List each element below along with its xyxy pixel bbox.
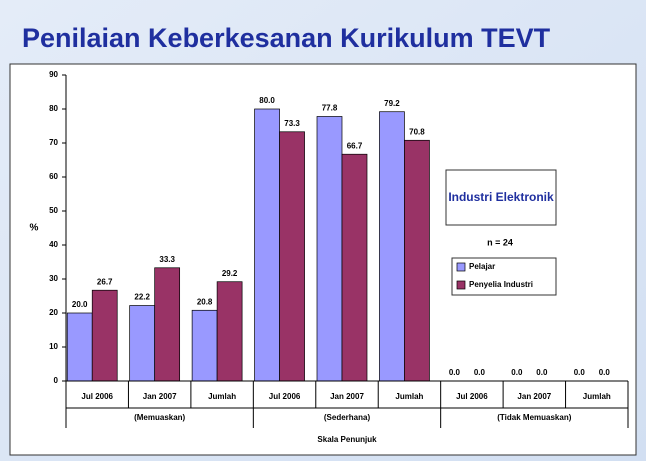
slide-title: Penilaian Keberkesanan Kurikulum TEVT: [22, 23, 551, 53]
y-tick-label: 80: [49, 104, 58, 113]
value-label: 66.7: [347, 141, 363, 150]
value-label: 73.3: [284, 119, 300, 128]
legend-label: Pelajar: [469, 262, 495, 271]
value-label: 20.0: [72, 300, 88, 309]
bar: [129, 305, 156, 382]
y-tick-label: 10: [49, 342, 58, 351]
value-label: 77.8: [322, 104, 338, 113]
y-tick-label: 50: [49, 206, 58, 215]
value-label: 0.0: [511, 368, 523, 377]
value-label: 33.3: [159, 255, 175, 264]
group-label: (Memuaskan): [134, 413, 185, 422]
bar: [66, 312, 93, 382]
legend-swatch: [456, 280, 466, 290]
group-label: (Tidak Memuaskan): [497, 413, 571, 422]
bar: [404, 139, 430, 382]
y-axis-label: %: [30, 223, 39, 234]
value-label: 80.0: [259, 96, 275, 105]
bar: [316, 116, 343, 382]
value-label: 0.0: [449, 368, 461, 377]
x-tick-label: Jumlah: [583, 392, 611, 401]
value-label: 0.0: [574, 368, 586, 377]
value-label: 79.2: [384, 99, 400, 108]
x-tick-label: Jumlah: [395, 392, 423, 401]
y-tick-label: 40: [49, 240, 58, 249]
y-tick-label: 70: [49, 138, 58, 147]
legend-box: [451, 257, 557, 296]
x-tick-label: Jul 2006: [81, 392, 113, 401]
bar: [279, 131, 305, 382]
x-tick-label: Jan 2007: [330, 392, 364, 401]
value-label: 70.8: [409, 127, 425, 136]
group-label: (Sederhana): [324, 413, 371, 422]
value-label: 0.0: [474, 368, 486, 377]
x-tick-label: Jumlah: [208, 392, 236, 401]
value-label: 20.8: [197, 297, 213, 306]
value-label: 29.2: [222, 269, 238, 278]
bar: [254, 108, 280, 382]
bar: [191, 309, 218, 382]
sample-note: n = 24: [487, 237, 513, 247]
bar: [91, 289, 118, 382]
annotation: Industri Elektronik: [448, 190, 554, 204]
value-label: 0.0: [536, 368, 548, 377]
y-tick-label: 0: [54, 376, 59, 385]
annotation-box: [445, 169, 557, 226]
bar: [341, 153, 368, 382]
bar: [379, 111, 405, 382]
legend-swatch: [456, 262, 466, 272]
annotation-holder: Industri Elektronik: [448, 190, 554, 204]
legend-label: Penyelia Industri: [469, 280, 533, 289]
value-label: 26.7: [97, 277, 113, 286]
value-label: 0.0: [599, 368, 611, 377]
y-tick-label: 20: [49, 308, 58, 317]
x-tick-label: Jan 2007: [517, 392, 551, 401]
y-tick-label: 60: [49, 172, 58, 181]
value-label: 22.2: [134, 293, 150, 302]
y-tick-label: 30: [49, 274, 58, 283]
x-tick-label: Jul 2006: [269, 392, 301, 401]
bar: [216, 281, 243, 382]
y-tick-label: 90: [49, 70, 58, 79]
bar: [154, 267, 181, 382]
x-axis-label: Skala Penunjuk: [317, 435, 377, 444]
x-tick-label: Jul 2006: [456, 392, 488, 401]
x-tick-label: Jan 2007: [143, 392, 177, 401]
